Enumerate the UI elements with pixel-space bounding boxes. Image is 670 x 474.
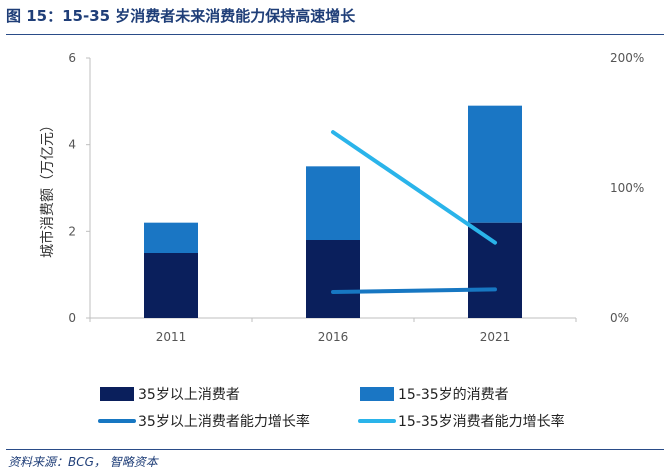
source-note: 资料来源：BCG， 智略资本	[8, 455, 158, 469]
plot-area: 0 2 4 6 0% 100% 200% 2011 2016 2021	[68, 51, 644, 344]
legend: 35岁以上消费者 15-35岁的消费者 35岁以上消费者能力增长率 15-35岁消费者…	[98, 387, 565, 430]
x-tick-label: 2016	[318, 330, 349, 344]
y2-tick-label: 100%	[610, 181, 644, 195]
title-divider	[6, 34, 664, 35]
y-tick-label: 0	[68, 311, 76, 325]
legend-label: 35岁以上消费者	[138, 387, 240, 403]
page-title: 图 15：15-35 岁消费者未来消费能力保持高速增长	[6, 7, 356, 25]
legend-swatch	[100, 387, 134, 401]
line-15-35-growth	[331, 130, 497, 245]
bar-over35-2021	[468, 222, 522, 318]
y-tick-label: 6	[68, 51, 76, 65]
x-tick-label: 2011	[156, 330, 187, 344]
line-over35-growth	[331, 287, 497, 294]
bar-15-35-2011	[144, 222, 198, 253]
bar-15-35-2016	[306, 166, 360, 240]
y-tick-label: 4	[68, 138, 76, 152]
bar-15-35-2021	[468, 105, 522, 223]
chart: 0 2 4 6 0% 100% 200% 2011 2016 2021 35岁以上消费者 15-35…	[39, 51, 644, 430]
x-tick-label: 2021	[480, 330, 511, 344]
y2-tick-label: 200%	[610, 51, 644, 65]
legend-label: 15-35岁的消费者	[398, 387, 509, 403]
bar-over35-2011	[144, 253, 198, 318]
y-axis-label: 城市消费额（万亿元）	[39, 118, 56, 258]
y-tick-label: 2	[68, 224, 76, 238]
source-divider	[6, 449, 664, 450]
legend-label: 35岁以上消费者能力增长率	[138, 413, 310, 430]
legend-label: 15-35岁消费者能力增长率	[398, 413, 565, 430]
y2-tick-label: 0%	[610, 311, 629, 325]
legend-swatch	[360, 387, 394, 401]
bar-over35-2016	[306, 240, 360, 318]
